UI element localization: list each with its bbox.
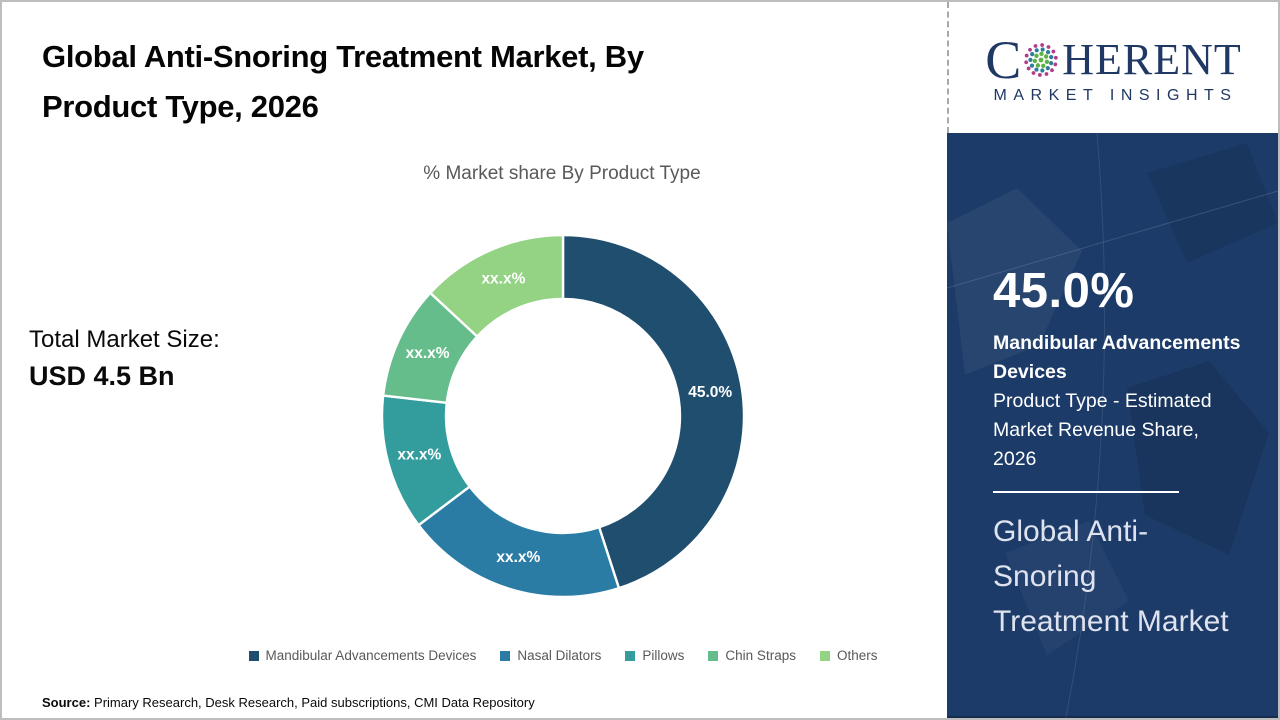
globe-dot [1049,61,1054,66]
globe-dot [1054,55,1058,60]
legend-item-4: Others [819,648,878,663]
total-market-size: Total Market Size: USD 4.5 Bn [29,326,220,392]
legend-label: Chin Straps [725,648,796,663]
chart-legend: Mandibular Advancements Devices Nasal Dil… [182,648,944,663]
globe-dot [1034,53,1039,58]
globe-dot [1025,53,1029,58]
sidebar-divider [993,491,1179,493]
legend-item-2: Pillows [625,648,684,663]
legend-label: Pillows [642,648,685,663]
globe-dot [1030,52,1035,57]
sidebar-content: 45.0% Mandibular Advancements Devices Pr… [993,263,1278,644]
donut-slice-label-1: xx.x% [496,549,540,566]
source-label: Source: [42,695,91,710]
globe-dot [1035,63,1041,68]
total-market-value: USD 4.5 Bn [29,361,175,391]
legend-marker-icon [500,650,511,661]
world-map-background [947,133,1278,718]
globe-dot [1041,63,1046,68]
globe-dot [1026,66,1031,71]
logo-letter-c: C [985,30,1022,90]
globe-dot [1044,59,1050,65]
globe-dot [1051,49,1056,54]
legend-label: Nasal Dilators [517,648,602,663]
highlight-stat-value: 45.0% [993,264,1135,318]
globe-dot [1046,49,1051,55]
page-title: Global Anti-Snoring Treatment Market, By… [42,39,644,124]
legend-marker-icon [248,650,259,661]
legend-marker-icon [708,650,719,661]
highlight-stat-label: Mandibular Advancements Devices [993,332,1241,383]
brand-logo: C HERENT MARKET INSIGHTS [947,2,1278,133]
globe-dot [1038,73,1043,77]
donut-slice-label-4: xx.x% [481,270,525,287]
donut-segment-4 [429,233,565,338]
globe-dot [1045,66,1051,71]
globe-dot [1031,71,1036,75]
donut-segment-0 [561,233,746,590]
globe-dot [1034,48,1040,53]
globe-dot [1046,45,1051,49]
highlight-stat-description: Product Type - Estimated Market Revenue … [993,390,1212,470]
legend-marker-icon [625,650,636,661]
globe-dot [1034,67,1039,72]
sidebar-market-name: Global Anti-Snoring Treatment Market [993,515,1229,638]
legend-item-1: Nasal Dilators [500,648,601,663]
legend-label: Others [836,648,878,663]
donut-chart-svg: 45.0% xx.x% xx.x% xx.x% xx.x% [380,233,746,599]
globe-dot [1049,55,1054,60]
logo-subtitle: MARKET INSIGHTS [993,87,1238,104]
globe-dot [1033,44,1038,48]
highlight-sidebar: 45.0% Mandibular Advancements Devices Pr… [947,133,1278,718]
globe-dot [1038,57,1044,63]
globe-dot [1044,54,1049,59]
globe-dot [1050,68,1055,73]
logo-wordmark: C HERENT [985,30,1242,90]
globe-dot [1040,47,1046,52]
donut-slice-label-2: xx.x% [397,446,441,463]
globe-dot [1044,72,1049,76]
globe-dot [1040,43,1045,47]
source-line: Source: Primary Research, Desk Research,… [42,695,535,710]
globe-dot [1024,60,1029,65]
logo-letters-herent: HERENT [1062,35,1242,84]
legend-item-3: Chin Straps [708,648,796,663]
legend-label: Mandibular Advancements Devices [265,648,477,663]
globe-dot [1028,57,1033,62]
globe-dot [1030,63,1035,68]
legend-item-0: Mandibular Advancements Devices [248,648,477,663]
donut-slice-label-3: xx.x% [406,345,450,362]
globe-icon [1024,43,1058,77]
globe-dot [1040,68,1045,73]
donut-slice-label-0: 45.0% [688,384,732,401]
total-market-label: Total Market Size: [29,326,220,353]
donut-chart: 45.0% xx.x% xx.x% xx.x% xx.x% [380,233,746,599]
source-text: Primary Research, Desk Research, Paid su… [90,695,535,710]
globe-dot [1053,62,1058,67]
globe-dot [1032,58,1038,64]
globe-dot [1039,51,1044,57]
legend-marker-icon [819,650,830,661]
chart-subtitle: % Market share By Product Type [423,163,701,184]
globe-dot [1028,47,1033,52]
